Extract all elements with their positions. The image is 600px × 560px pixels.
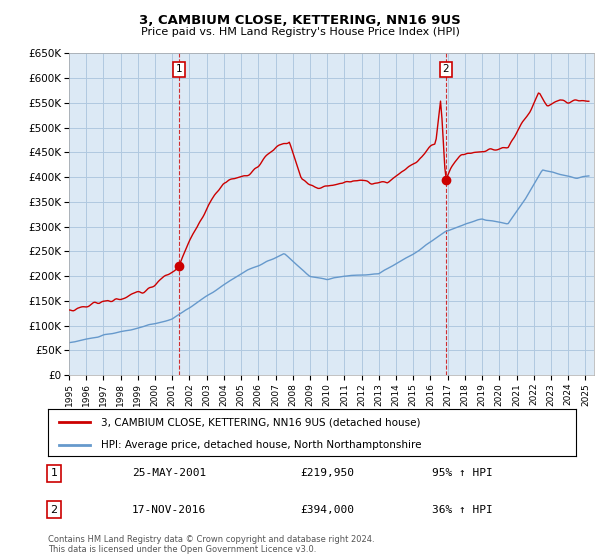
Text: 1: 1 <box>176 64 182 74</box>
Text: 95% ↑ HPI: 95% ↑ HPI <box>432 468 493 478</box>
Text: This data is licensed under the Open Government Licence v3.0.: This data is licensed under the Open Gov… <box>48 545 316 554</box>
Text: 25-MAY-2001: 25-MAY-2001 <box>132 468 206 478</box>
Text: HPI: Average price, detached house, North Northamptonshire: HPI: Average price, detached house, Nort… <box>101 440 421 450</box>
Text: 2: 2 <box>442 64 449 74</box>
Text: Price paid vs. HM Land Registry's House Price Index (HPI): Price paid vs. HM Land Registry's House … <box>140 27 460 37</box>
Text: £219,950: £219,950 <box>300 468 354 478</box>
Text: 3, CAMBIUM CLOSE, KETTERING, NN16 9US: 3, CAMBIUM CLOSE, KETTERING, NN16 9US <box>139 14 461 27</box>
Text: 1: 1 <box>50 468 58 478</box>
Text: 36% ↑ HPI: 36% ↑ HPI <box>432 505 493 515</box>
Text: £394,000: £394,000 <box>300 505 354 515</box>
Text: 17-NOV-2016: 17-NOV-2016 <box>132 505 206 515</box>
Text: Contains HM Land Registry data © Crown copyright and database right 2024.: Contains HM Land Registry data © Crown c… <box>48 535 374 544</box>
Text: 3, CAMBIUM CLOSE, KETTERING, NN16 9US (detached house): 3, CAMBIUM CLOSE, KETTERING, NN16 9US (d… <box>101 417 420 427</box>
Text: 2: 2 <box>50 505 58 515</box>
